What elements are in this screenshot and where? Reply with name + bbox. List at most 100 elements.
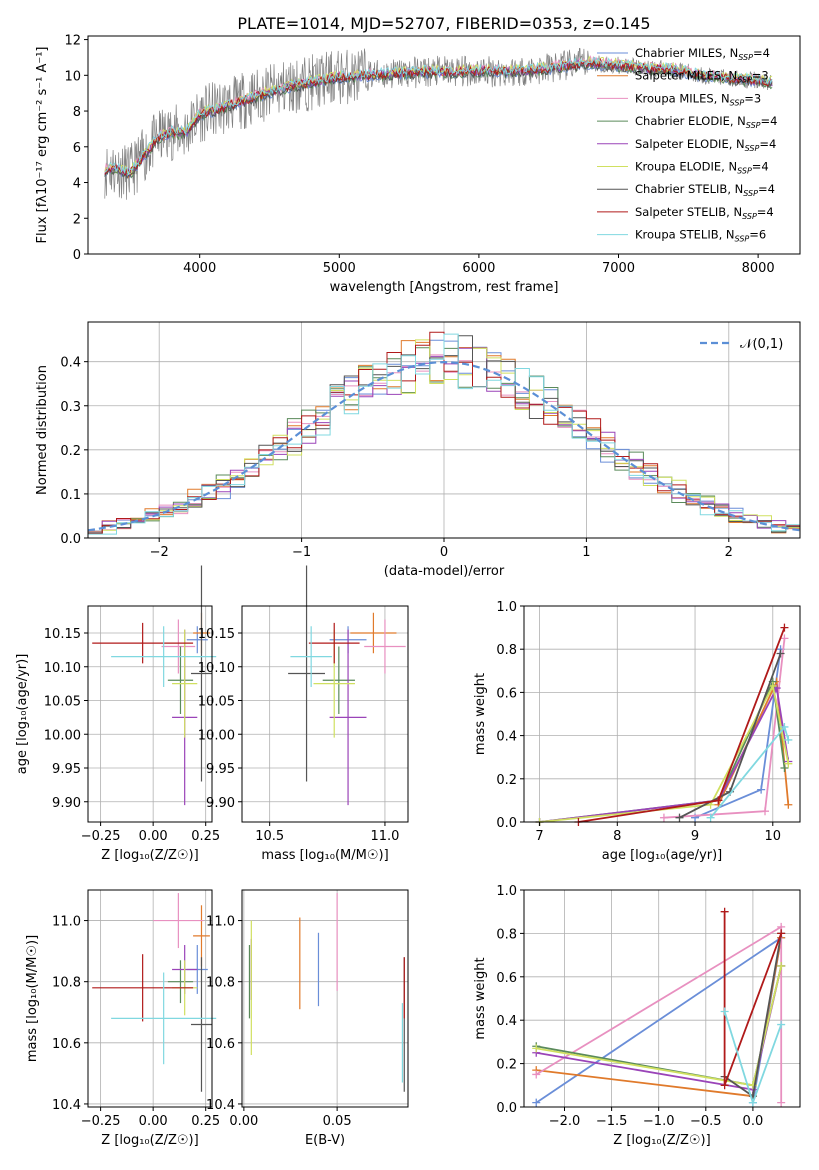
errorbar-chabrier-stelib — [288, 565, 325, 782]
legend-value: =4 — [753, 46, 770, 60]
y-tick-label: 10.8 — [52, 976, 81, 991]
plot-area-mass-vs-Z — [92, 893, 217, 1092]
y-tick-label: 10.8 — [206, 976, 235, 991]
y-tick-label: 2 — [73, 212, 81, 227]
x-axis-label: age [log₁₀(age/yr)] — [602, 848, 723, 863]
legend-entry: Kroupa MILES, NSSP=3 — [635, 91, 761, 107]
y-tick-label: 9.95 — [52, 762, 81, 777]
legend-entry: Salpeter ELODIE, NSSP=4 — [635, 137, 776, 153]
series-marker — [714, 796, 723, 805]
series-kroupa-elodie — [535, 681, 793, 826]
x-axis-label: wavelength [Angstrom, rest frame] — [330, 280, 559, 295]
x-tick-label: 0.00 — [139, 829, 168, 844]
y-axis-label: Normed distribution — [35, 365, 50, 495]
y-tick-label: 10.4 — [52, 1098, 81, 1113]
errorbar-chabrier-elodie — [167, 646, 194, 714]
legend-subscript: SSP — [735, 235, 750, 244]
series-marker — [757, 785, 766, 794]
series-kroupa-stelib — [720, 1007, 786, 1107]
y-tick-label: 0.4 — [496, 730, 517, 745]
errorbar-chabrier-miles — [186, 626, 208, 654]
legend-subscript: SSP — [738, 53, 753, 62]
legend-value: =4 — [752, 160, 769, 174]
errorbar-kroupa-miles — [364, 619, 406, 674]
y-tick-label: 11.0 — [52, 915, 81, 930]
y-tick-label: 10.05 — [198, 695, 235, 710]
legend-subscript: SSP — [745, 144, 760, 153]
x-tick-label: 7000 — [602, 261, 635, 276]
series-marker — [675, 813, 684, 822]
x-tick-label: 6000 — [462, 261, 495, 276]
y-tick-label: 0.2 — [496, 1058, 517, 1073]
y-axis-label: mass weight — [473, 957, 488, 1039]
x-tick-label: −0.25 — [81, 829, 121, 844]
x-tick-label: 11.0 — [370, 829, 399, 844]
axes-frame — [241, 889, 409, 1108]
axes-residuals: −2 −1 0 1 2 0.0 0.1 0.2 0.3 0.4 (data-model)/error… — [35, 321, 801, 579]
residual-legend: 𝒩(0,1) — [700, 337, 783, 352]
x-tick-label: 7 — [535, 829, 543, 844]
legend-subscript: SSP — [746, 121, 761, 130]
x-tick-label: 4000 — [183, 261, 216, 276]
series-marker — [720, 907, 729, 916]
axes-massweight-vs-age: 7 8 9 10 0.0 0.2 0.4 0.6 0.8 1.0 age [log₁₀(age/yr… — [473, 600, 801, 863]
x-tick-label: 0.25 — [191, 1114, 220, 1129]
x-tick-label: 0.25 — [191, 829, 220, 844]
y-tick-label: 0.3 — [60, 400, 81, 415]
errorbar-salpeter-stelib — [308, 622, 360, 664]
series-chabrier-elodie — [535, 677, 789, 826]
errorbar-kroupa-stelib — [290, 626, 332, 687]
frame-residuals: −2 −1 0 1 2 0.0 0.1 0.2 0.3 0.4 (data-model)/error… — [35, 321, 801, 579]
axes-frame — [87, 889, 213, 1108]
axes-spectrum: 4000 5000 6000 7000 8000 0 2 4 6 8 10 12 wavelength … — [35, 34, 801, 295]
y-tick-label: 12 — [64, 34, 81, 49]
errorbar-kroupa-miles — [153, 893, 204, 949]
series-kroupa-elodie — [532, 961, 786, 1090]
frame-mass-vs-Z: −0.25 0.00 0.25 10.4 10.6 10.8 11.0 Z [log₁₀(Z/… — [25, 889, 220, 1148]
y-tick-label: 10.15 — [44, 627, 81, 642]
series-marker — [784, 735, 793, 744]
series-marker — [532, 1070, 541, 1079]
series-marker — [532, 1044, 541, 1053]
y-axis-label: mass weight — [473, 673, 488, 755]
axes-frame — [241, 605, 409, 823]
series-marker — [780, 634, 789, 643]
x-tick-label: 9 — [691, 829, 699, 844]
series-line — [539, 685, 790, 823]
series-line — [539, 683, 790, 823]
errorbar-kroupa-stelib — [111, 626, 217, 687]
y-tick-label: 0.0 — [496, 1101, 517, 1116]
model-spectrum-chabrier-stelib — [104, 59, 773, 180]
series-marker — [720, 1007, 729, 1016]
legend-value: =4 — [758, 182, 775, 196]
plot-area-mass-vs-EBV — [248, 893, 405, 1092]
x-tick-label: −0.5 — [690, 1114, 722, 1129]
series-marker — [768, 681, 777, 690]
legend-entry: Chabrier STELIB, NSSP=4 — [635, 182, 775, 198]
axes-mass-vs-Z: −0.25 0.00 0.25 10.4 10.6 10.8 11.0 Z [log₁₀(Z/… — [25, 889, 220, 1148]
plot-area-massweight-vs-Z — [532, 907, 786, 1107]
x-axis-label: Z [log₁₀(Z/Z☉)] — [613, 1133, 710, 1148]
x-axis-label: E(B-V) — [305, 1133, 345, 1148]
errorbar-kroupa-elodie — [172, 629, 198, 738]
y-tick-label: 0.2 — [60, 444, 81, 459]
legend-subscript: SSP — [737, 167, 752, 176]
axes-frame — [87, 35, 801, 255]
plot-area-age-vs-mass — [288, 565, 406, 806]
y-tick-label: 4 — [73, 177, 81, 192]
y-tick-label: 10.00 — [198, 728, 235, 743]
legend-entry: Kroupa STELIB, NSSP=6 — [635, 228, 766, 244]
x-axis-label: (data-model)/error — [384, 564, 505, 579]
spectrum-legend: Chabrier MILES, NSSP=4 Salpeter MILES, NS… — [597, 46, 777, 244]
x-tick-label: 10 — [765, 829, 782, 844]
legend-subscript: SSP — [737, 76, 752, 85]
y-tick-label: 9.90 — [206, 796, 235, 811]
legend-entry: 𝒩(0,1) — [740, 337, 783, 352]
x-tick-label: −2.0 — [549, 1114, 581, 1129]
x-tick-label: 0 — [440, 545, 448, 560]
series-marker — [784, 759, 793, 768]
series-marker — [777, 929, 786, 938]
frame-spectrum: 4000 5000 6000 7000 8000 0 2 4 6 8 10 12 wavelength … — [35, 34, 801, 295]
y-tick-label: 10.15 — [198, 627, 235, 642]
y-tick-label: 0.6 — [496, 971, 517, 986]
